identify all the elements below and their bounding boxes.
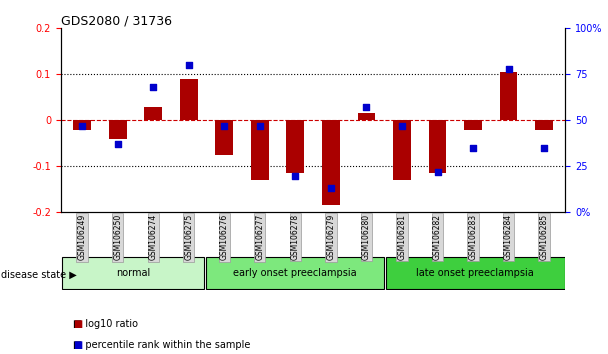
Point bbox=[397, 123, 407, 129]
Point bbox=[433, 169, 443, 175]
Text: GSM106280: GSM106280 bbox=[362, 214, 371, 260]
Text: GSM106276: GSM106276 bbox=[219, 214, 229, 261]
Text: GSM106279: GSM106279 bbox=[326, 214, 336, 261]
Bar bbox=[429, 120, 446, 173]
Point bbox=[291, 173, 300, 178]
Bar bbox=[286, 120, 304, 173]
Point bbox=[326, 185, 336, 191]
Point bbox=[468, 145, 478, 151]
FancyBboxPatch shape bbox=[386, 257, 565, 289]
Text: disease state ▶: disease state ▶ bbox=[1, 269, 77, 279]
Bar bbox=[109, 120, 126, 139]
FancyBboxPatch shape bbox=[61, 257, 204, 289]
Point bbox=[503, 66, 513, 72]
Text: GSM106250: GSM106250 bbox=[113, 214, 122, 261]
Text: GSM106278: GSM106278 bbox=[291, 214, 300, 260]
Point bbox=[113, 142, 123, 147]
Text: GSM106281: GSM106281 bbox=[398, 214, 407, 260]
Bar bbox=[393, 120, 411, 180]
Text: GSM106285: GSM106285 bbox=[540, 214, 548, 260]
Text: GSM106249: GSM106249 bbox=[78, 214, 86, 261]
Text: early onset preeclampsia: early onset preeclampsia bbox=[233, 268, 357, 278]
Bar bbox=[322, 120, 340, 205]
Text: ■: ■ bbox=[73, 319, 82, 329]
Bar bbox=[73, 120, 91, 130]
Text: GSM106284: GSM106284 bbox=[504, 214, 513, 260]
Bar bbox=[144, 107, 162, 120]
Point bbox=[255, 123, 264, 129]
Text: ■ log10 ratio: ■ log10 ratio bbox=[73, 319, 138, 329]
Text: ■ percentile rank within the sample: ■ percentile rank within the sample bbox=[73, 340, 250, 350]
Text: GSM106274: GSM106274 bbox=[149, 214, 157, 261]
Text: GSM106283: GSM106283 bbox=[469, 214, 477, 260]
Text: ■: ■ bbox=[73, 340, 82, 350]
Bar bbox=[215, 120, 233, 155]
FancyBboxPatch shape bbox=[206, 257, 384, 289]
Bar bbox=[535, 120, 553, 130]
Point bbox=[362, 105, 371, 110]
Point bbox=[219, 123, 229, 129]
Bar bbox=[180, 79, 198, 120]
Text: GSM106275: GSM106275 bbox=[184, 214, 193, 261]
Bar bbox=[500, 72, 517, 120]
Bar bbox=[464, 120, 482, 130]
Text: GSM106277: GSM106277 bbox=[255, 214, 264, 261]
Point bbox=[77, 123, 87, 129]
Text: normal: normal bbox=[116, 268, 150, 278]
Text: GDS2080 / 31736: GDS2080 / 31736 bbox=[61, 14, 172, 27]
Point bbox=[148, 84, 158, 90]
Text: late onset preeclampsia: late onset preeclampsia bbox=[416, 268, 534, 278]
Point bbox=[184, 62, 193, 68]
Text: GSM106282: GSM106282 bbox=[433, 214, 442, 260]
Point bbox=[539, 145, 549, 151]
Bar bbox=[358, 114, 375, 120]
Bar bbox=[251, 120, 269, 180]
